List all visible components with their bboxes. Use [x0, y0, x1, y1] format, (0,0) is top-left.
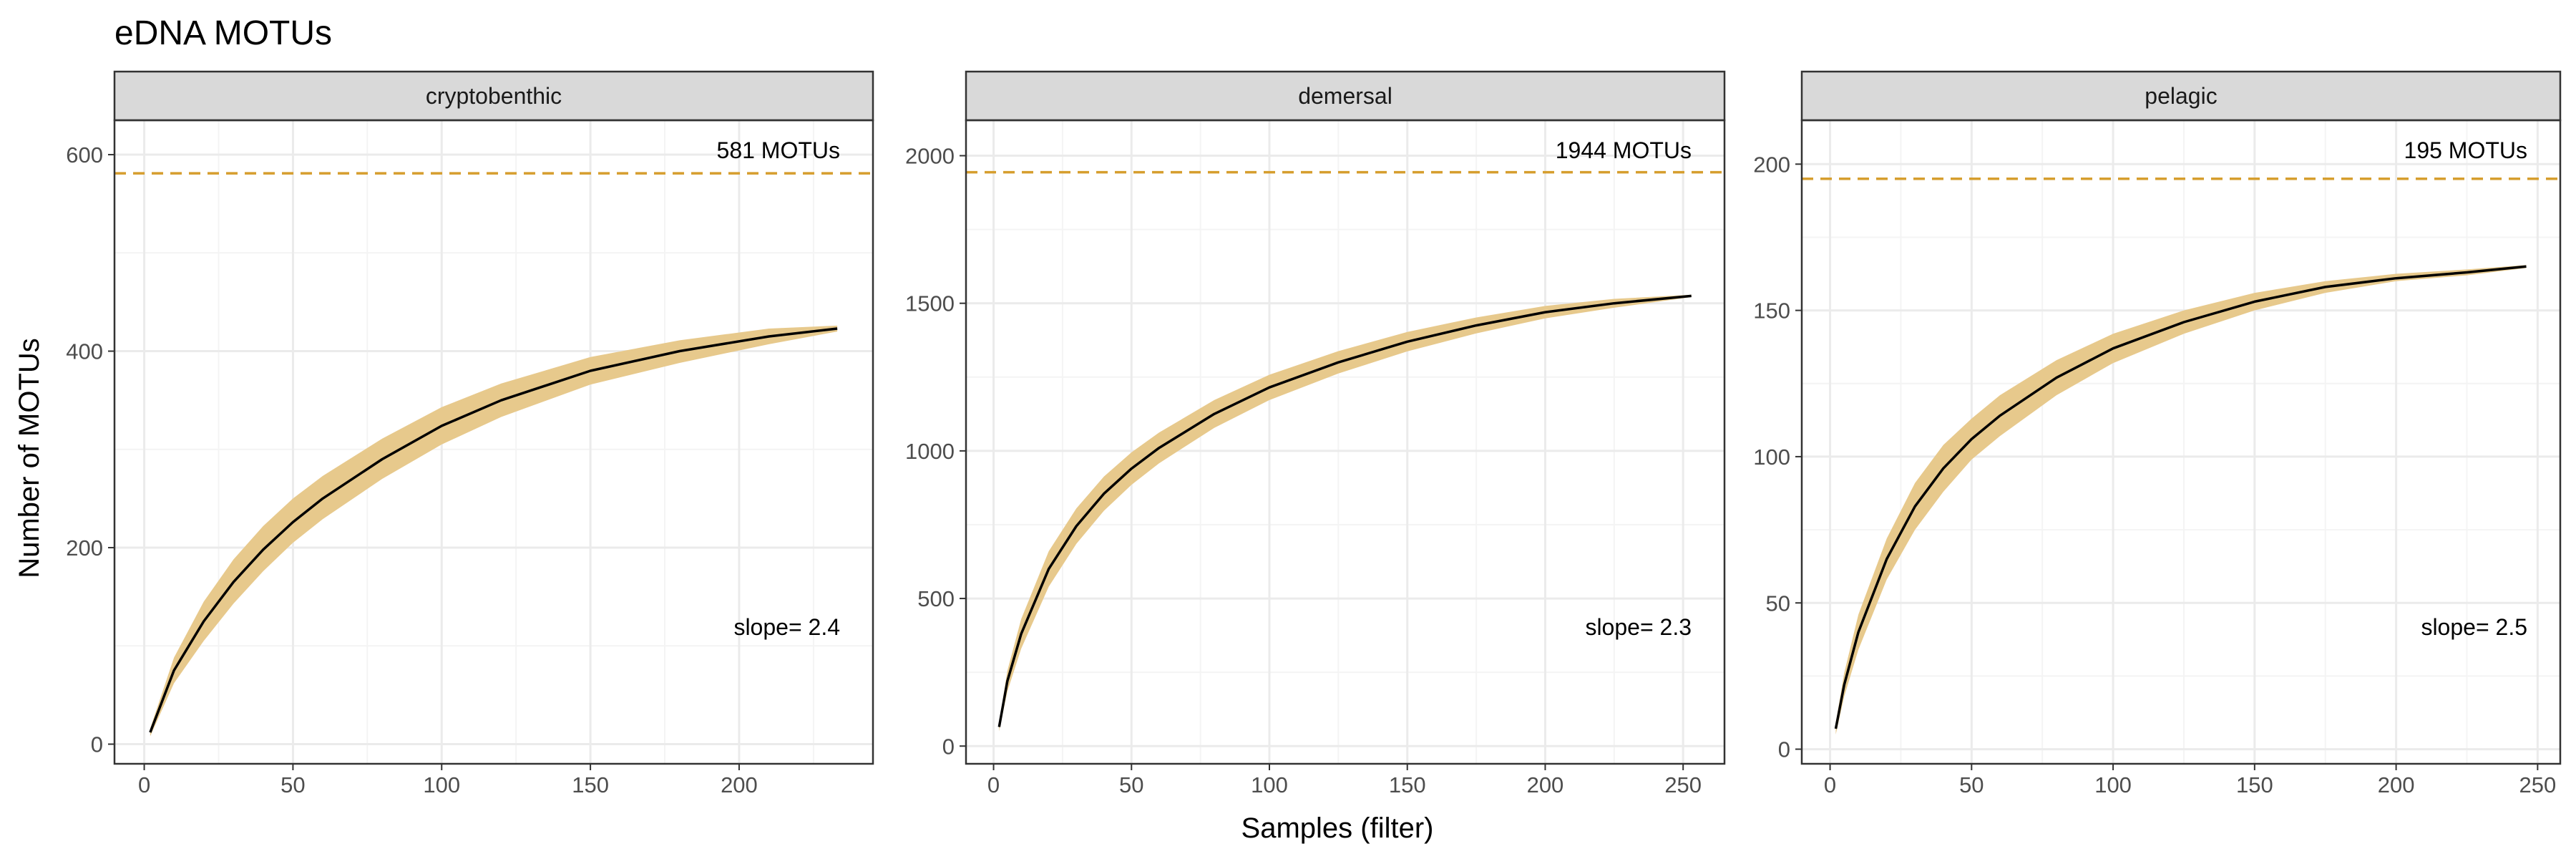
- facet-strip: [1800, 70, 2562, 122]
- x-tick-label: 100: [1251, 772, 1288, 797]
- y-tick-label: 500: [917, 586, 955, 611]
- slope-label: slope= 2.5: [2421, 614, 2527, 640]
- facet-strip: [113, 70, 874, 122]
- x-tick-label: 0: [138, 772, 150, 797]
- x-tick-label: 50: [280, 772, 305, 797]
- confidence-ribbon: [150, 325, 838, 737]
- y-tick-label: 200: [66, 535, 103, 560]
- asymptote-label: 581 MOTUs: [717, 137, 840, 163]
- rarefaction-curve: [997, 294, 1692, 727]
- panel-border: [965, 119, 1726, 765]
- slope-label: slope= 2.3: [1585, 614, 1692, 640]
- x-tick-label: 50: [1119, 772, 1143, 797]
- y-tick-label: 1500: [905, 291, 955, 316]
- facet-panel-pelagic: 0 50 100 150 200 250 0 50 100 150 200 195 MOTUs slop…: [1753, 70, 2562, 797]
- facet-strip: [965, 70, 1726, 122]
- x-tick-label: 250: [2519, 772, 2556, 797]
- y-tick-label: 600: [66, 142, 103, 168]
- panel-border: [1800, 119, 2562, 765]
- x-axis-title: Samples (filter): [1241, 812, 1434, 844]
- x-tick-label: 200: [1527, 772, 1564, 797]
- x-tick-label: 150: [572, 772, 609, 797]
- x-tick-label: 0: [987, 772, 1000, 797]
- x-tick-label: 200: [721, 772, 758, 797]
- y-tick-label: 0: [91, 732, 103, 757]
- x-tick-label: 250: [1664, 772, 1702, 797]
- y-tick-label: 100: [1753, 445, 1790, 470]
- facet-panel-cryptobenthic: 0 50 100 150 200 0 200 400 600 581 MOTUs slope= 2.…: [66, 70, 874, 797]
- x-tick-label: 50: [1959, 772, 1984, 797]
- slope-label: slope= 2.4: [733, 614, 840, 640]
- y-axis-title: Number of MOTUs: [14, 338, 45, 578]
- x-tick-label: 0: [1824, 772, 1836, 797]
- facet-strip-label: cryptobenthic: [426, 83, 562, 109]
- x-tick-label: 150: [1389, 772, 1426, 797]
- asymptote-label: 195 MOTUs: [2404, 137, 2527, 163]
- rarefaction-curve: [149, 327, 838, 733]
- y-tick-label: 200: [1753, 152, 1790, 177]
- x-tick-label: 100: [423, 772, 460, 797]
- x-tick-label: 150: [2236, 772, 2273, 797]
- y-tick-label: 50: [1766, 591, 1790, 616]
- facet-strip-label: demersal: [1298, 83, 1392, 109]
- x-tick-label: 200: [2378, 772, 2415, 797]
- facet-strip-label: pelagic: [2145, 83, 2217, 109]
- y-tick-label: 0: [1778, 737, 1790, 762]
- facet-panel-demersal: 0 50 100 150 200 250 0 500 1000 1500 2000 1944 MOTU…: [905, 70, 1726, 797]
- asymptote-label: 1944 MOTUs: [1556, 137, 1692, 163]
- y-tick-label: 400: [66, 339, 103, 364]
- rarefaction-curve: [1834, 265, 2527, 729]
- y-tick-label: 2000: [905, 143, 955, 168]
- y-tick-label: 0: [942, 734, 955, 759]
- plot-title: eDNA MOTUs: [114, 14, 332, 52]
- x-tick-label: 100: [2094, 772, 2132, 797]
- panel-border: [113, 119, 874, 765]
- y-tick-label: 150: [1753, 299, 1790, 324]
- y-tick-label: 1000: [905, 439, 955, 464]
